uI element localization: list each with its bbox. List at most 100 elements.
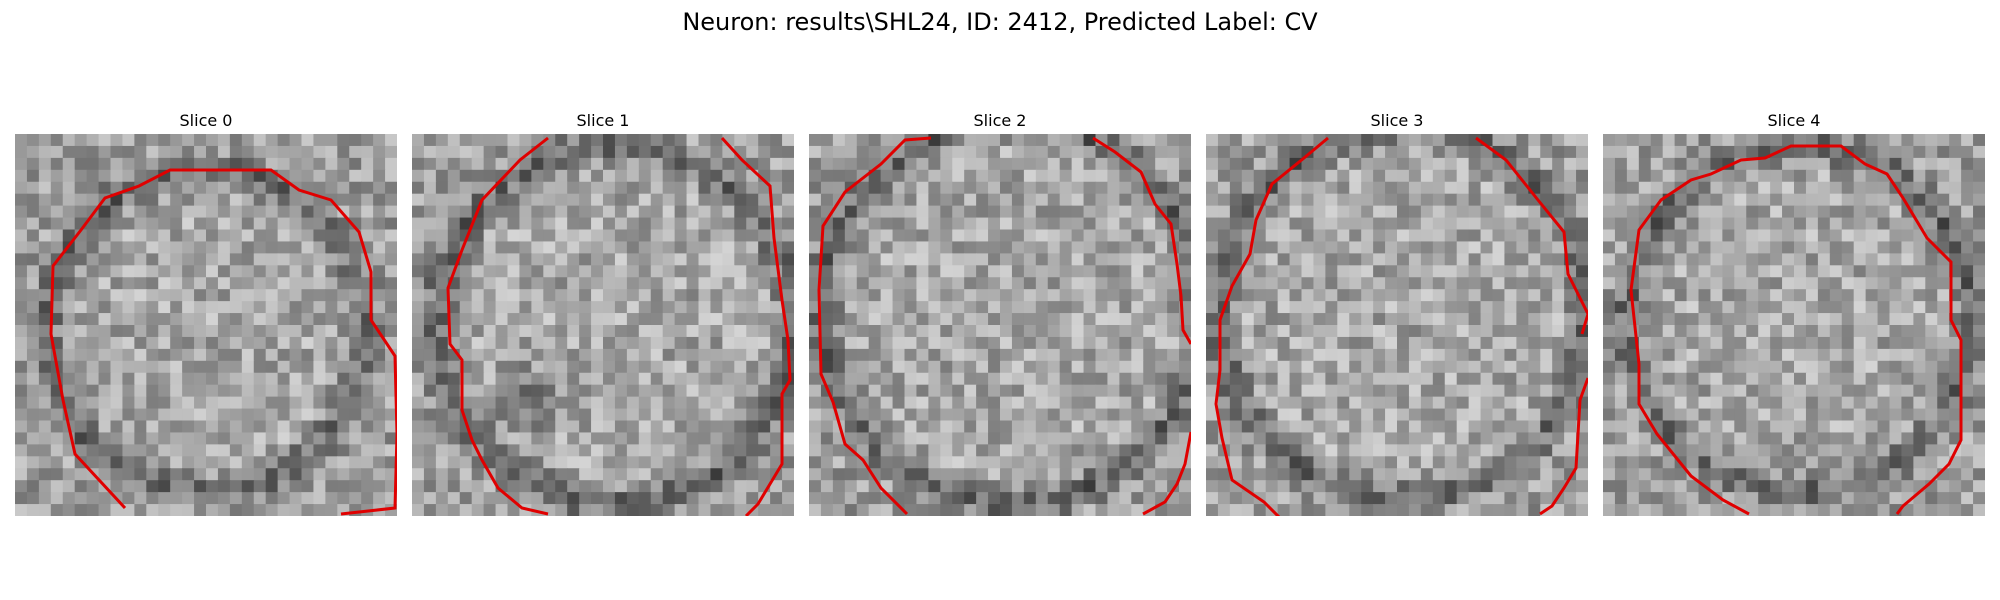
pixel-cell xyxy=(1289,348,1303,362)
pixel-cell xyxy=(626,277,640,290)
pixel-cell xyxy=(844,420,858,434)
pixel-cell xyxy=(1564,169,1577,183)
pixel-cell xyxy=(1698,396,1712,410)
pixel-cell xyxy=(1492,492,1506,505)
pixel-cell xyxy=(1638,265,1652,278)
pixel-cell xyxy=(1603,360,1616,374)
pixel-cell xyxy=(1841,301,1855,314)
pixel-cell xyxy=(1937,313,1950,326)
pixel-cell xyxy=(1035,313,1049,326)
pixel-cell xyxy=(880,336,894,350)
pixel-cell xyxy=(1603,181,1616,195)
pixel-cell xyxy=(1603,396,1616,410)
pixel-cell xyxy=(277,492,291,505)
pixel-cell xyxy=(1901,360,1914,374)
pixel-cell xyxy=(62,217,76,231)
pixel-cell xyxy=(15,384,28,398)
pixel-cell xyxy=(1492,253,1506,266)
pixel-cell xyxy=(1337,468,1350,481)
pixel-cell xyxy=(543,289,556,302)
pixel-cell xyxy=(182,456,195,469)
pixel-cell xyxy=(507,301,521,314)
pixel-cell xyxy=(98,384,112,398)
pixel-cell xyxy=(1710,348,1723,362)
pixel-cell xyxy=(662,336,676,350)
pixel-cell xyxy=(1889,444,1903,457)
pixel-cell xyxy=(1444,504,1458,516)
pixel-cell xyxy=(892,157,906,171)
pixel-cell xyxy=(1782,336,1795,350)
pixel-cell xyxy=(459,205,473,219)
pixel-cell xyxy=(567,157,580,171)
pixel-cell xyxy=(698,313,712,326)
pixel-cell xyxy=(603,336,616,350)
pixel-cell xyxy=(1035,396,1049,410)
pixel-cell xyxy=(1385,253,1398,266)
pixel-cell xyxy=(1420,145,1434,159)
pixel-cell xyxy=(26,420,40,434)
pixel-cell xyxy=(1901,157,1914,171)
pixel-cell xyxy=(1337,277,1350,290)
pixel-cell xyxy=(1805,217,1819,231)
pixel-cell xyxy=(591,408,604,422)
pixel-cell xyxy=(435,277,449,290)
pixel-cell xyxy=(686,360,700,374)
pixel-cell xyxy=(1504,432,1517,445)
pixel-cell xyxy=(614,169,628,183)
pixel-cell xyxy=(86,289,100,302)
pixel-cell xyxy=(1119,492,1132,505)
pixel-cell xyxy=(1468,348,1482,362)
pixel-cell xyxy=(1265,229,1279,243)
pixel-cell xyxy=(543,480,556,493)
boundary-contour-right-lower xyxy=(1539,377,1588,516)
pixel-cell xyxy=(1167,396,1180,410)
pixel-cell xyxy=(229,289,243,302)
pixel-cell xyxy=(1071,384,1085,398)
pixel-cell xyxy=(38,360,52,374)
pixel-cell xyxy=(1035,384,1049,398)
pixel-cell xyxy=(1710,157,1723,171)
pixel-cell xyxy=(325,468,338,481)
pixel-cell xyxy=(1614,217,1628,231)
pixel-cell xyxy=(626,408,640,422)
pixel-cell xyxy=(614,241,628,254)
pixel-cell xyxy=(674,444,688,457)
pixel-cell xyxy=(638,444,652,457)
pixel-cell xyxy=(1000,444,1013,457)
pixel-cell xyxy=(62,169,76,183)
pixel-cell xyxy=(1925,193,1938,207)
pixel-cell xyxy=(1047,265,1061,278)
pixel-cell xyxy=(1576,193,1588,207)
pixel-cell xyxy=(1877,134,1891,147)
pixel-cell xyxy=(110,480,124,493)
pixel-cell xyxy=(1107,468,1120,481)
pixel-cell xyxy=(373,492,386,505)
pixel-cell xyxy=(1552,372,1565,386)
pixel-cell xyxy=(1095,492,1109,505)
pixel-cell xyxy=(26,432,40,445)
pixel-cell xyxy=(1131,360,1144,374)
pixel-cell xyxy=(1614,301,1628,314)
pixel-cell xyxy=(170,145,183,159)
pixel-cell xyxy=(1782,372,1795,386)
pixel-cell xyxy=(1155,408,1168,422)
pixel-cell xyxy=(1722,444,1735,457)
pixel-cell xyxy=(170,181,183,195)
pixel-cell xyxy=(423,229,437,243)
pixel-cell xyxy=(495,468,509,481)
pixel-cell xyxy=(1817,336,1831,350)
pixel-cell xyxy=(638,336,652,350)
pixel-cell xyxy=(74,157,88,171)
pixel-cell xyxy=(38,241,52,254)
pixel-cell xyxy=(301,432,315,445)
pixel-cell xyxy=(1817,408,1831,422)
pixel-cell xyxy=(170,289,183,302)
pixel-cell xyxy=(253,456,267,469)
pixel-cell xyxy=(734,217,747,231)
pixel-cell xyxy=(483,134,497,147)
pixel-cell xyxy=(1217,468,1231,481)
pixel-cell xyxy=(1325,145,1338,159)
pixel-cell xyxy=(86,157,100,171)
pixel-cell xyxy=(820,169,834,183)
pixel-cell xyxy=(519,348,532,362)
